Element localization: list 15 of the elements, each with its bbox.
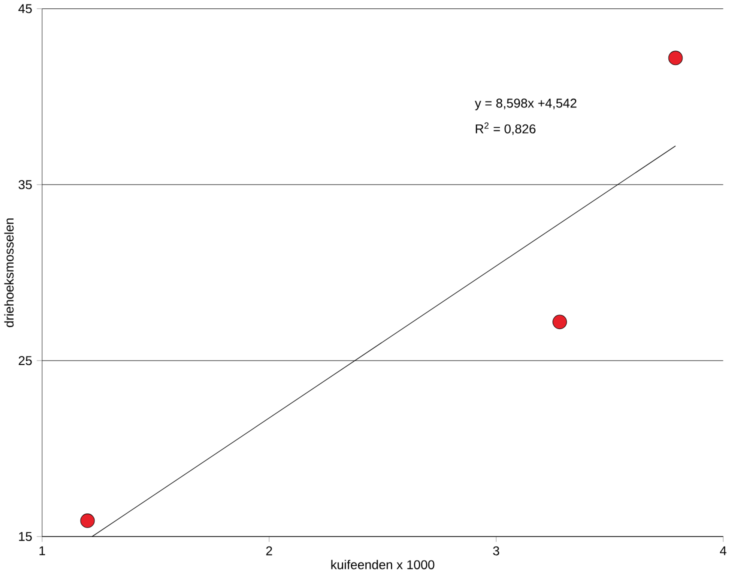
x-tick-label: 4: [720, 546, 726, 555]
y-tick-label: 45: [18, 4, 32, 13]
x-tick-label: 1: [40, 546, 46, 555]
y-tick-label: 35: [18, 180, 32, 189]
point: [80, 513, 95, 528]
x-tick-label: 2: [266, 546, 272, 556]
point: [668, 50, 683, 65]
annotation: y = 8,598x +4,542: [474, 98, 576, 110]
y-axis-title: driehoeksmosselen: [4, 218, 14, 327]
x-tick-label: 3: [493, 546, 500, 556]
annotation: R$^{2}$ = 0,826: [476, 122, 536, 135]
x-axis-title: kuifeenden x 1000: [331, 560, 434, 570]
y-tick-label: 25: [18, 356, 32, 365]
y-tick-label: 15: [19, 532, 32, 541]
point: [552, 314, 567, 329]
